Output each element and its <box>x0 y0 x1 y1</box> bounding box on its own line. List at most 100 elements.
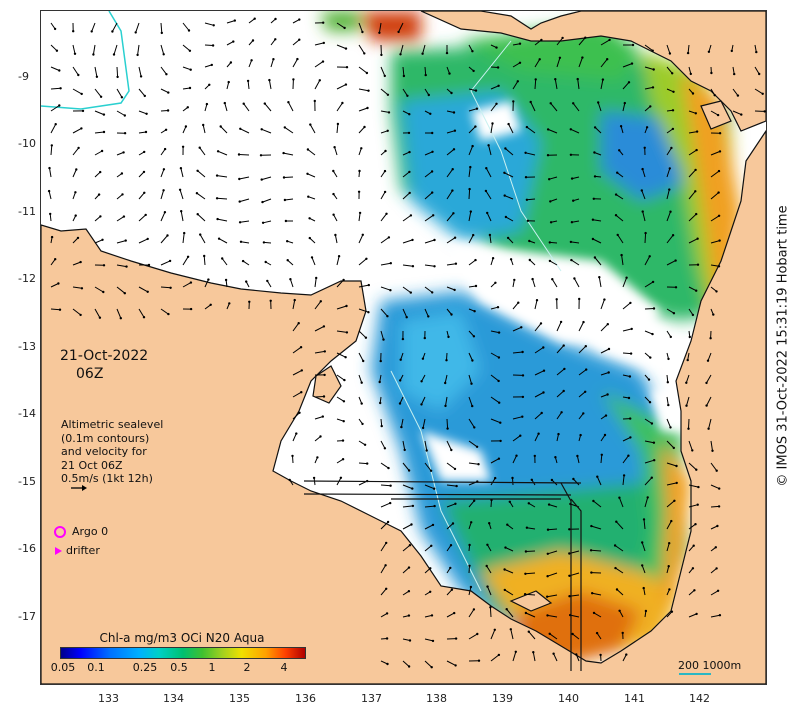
velocity-arrow <box>336 352 346 358</box>
velocity-arrow-head <box>470 382 473 385</box>
velocity-arrow <box>688 213 697 222</box>
velocity-arrow-head <box>401 337 405 341</box>
velocity-arrow-head <box>525 198 529 201</box>
velocity-arrow-head <box>630 62 634 65</box>
velocity-arrow-head <box>518 42 522 45</box>
velocity-arrow <box>91 22 96 32</box>
velocity-arrow <box>644 281 654 288</box>
velocity-arrow-head <box>695 468 698 471</box>
velocity-arrow <box>94 150 103 156</box>
velocity-arrow-head <box>409 291 412 294</box>
velocity-arrow-head <box>668 588 671 591</box>
velocity-arrow <box>754 66 760 75</box>
velocity-arrow <box>688 169 696 178</box>
velocity-arrow <box>314 80 321 90</box>
velocity-arrow-head <box>488 522 491 525</box>
velocity-arrow <box>666 147 672 156</box>
velocity-arrow <box>489 607 492 618</box>
velocity-arrow-head <box>322 41 325 45</box>
velocity-arrow-head <box>187 29 191 32</box>
velocity-arrow <box>446 212 454 222</box>
velocity-arrow-head <box>646 496 649 499</box>
velocity-arrow-head <box>313 99 316 103</box>
velocity-arrow-head <box>606 323 609 326</box>
velocity-arrow <box>72 147 79 156</box>
velocity-arrow-head <box>507 122 510 126</box>
velocity-arrow-head <box>569 128 572 131</box>
velocity-arrow <box>572 102 580 112</box>
velocity-arrow-head <box>485 564 488 568</box>
velocity-arrow-head <box>287 101 290 104</box>
velocity-arrow-head <box>539 322 543 325</box>
velocity-arrow-head <box>496 66 500 69</box>
velocity-arrow-head <box>669 335 672 339</box>
velocity-arrow-head <box>102 130 106 134</box>
velocity-arrow <box>358 88 369 92</box>
velocity-arrow <box>243 103 250 112</box>
velocity-arrow-head <box>283 198 287 202</box>
velocity-arrow-head <box>116 75 119 79</box>
velocity-arrow-head <box>653 459 656 462</box>
velocity-arrow <box>424 151 433 156</box>
velocity-arrow <box>468 462 479 465</box>
velocity-arrow-head <box>696 237 699 240</box>
velocity-arrow <box>179 189 184 200</box>
velocity-arrow-head <box>389 501 392 505</box>
velocity-arrow <box>666 440 675 449</box>
velocity-arrow-head <box>691 449 694 452</box>
velocity-arrow <box>547 572 558 577</box>
velocity-arrow <box>334 234 338 244</box>
drifter-label: drifter <box>66 544 100 557</box>
velocity-arrow <box>710 505 720 508</box>
velocity-arrow-head <box>212 24 215 27</box>
velocity-arrow <box>600 299 605 310</box>
velocity-arrow <box>556 37 563 46</box>
velocity-arrow-head <box>102 290 105 294</box>
velocity-arrow-head <box>260 128 263 131</box>
velocity-arrow-head <box>495 46 498 49</box>
velocity-arrow <box>116 110 126 116</box>
velocity-arrow <box>553 653 558 662</box>
velocity-arrow-head <box>491 122 494 125</box>
velocity-arrow <box>380 565 387 574</box>
velocity-arrow <box>570 128 580 134</box>
velocity-arrow-head <box>717 169 721 173</box>
velocity-arrow-head <box>291 454 294 458</box>
velocity-arrow <box>424 462 432 472</box>
velocity-arrow <box>446 148 455 156</box>
velocity-arrow-head <box>497 356 501 359</box>
velocity-arrow-head <box>562 344 565 347</box>
velocity-arrow-head <box>718 614 722 617</box>
velocity-arrow <box>547 528 558 531</box>
velocity-arrow-head <box>189 307 193 311</box>
velocity-arrow <box>421 396 426 405</box>
velocity-arrow-head <box>475 445 479 448</box>
velocity-arrow-head <box>444 404 447 408</box>
velocity-arrow <box>490 654 500 662</box>
velocity-arrow <box>180 211 184 222</box>
velocity-arrow-head <box>342 420 345 423</box>
velocity-arrow-head <box>389 262 392 265</box>
velocity-arrow-head <box>120 96 124 99</box>
velocity-arrow <box>336 256 340 266</box>
velocity-arrow-head <box>333 146 336 149</box>
velocity-arrow-head <box>215 174 219 177</box>
velocity-arrow <box>547 594 558 598</box>
velocity-arrow-head <box>512 100 515 103</box>
velocity-arrow-head <box>554 456 557 459</box>
velocity-arrow <box>490 306 499 310</box>
velocity-arrow-head <box>398 402 402 405</box>
velocity-arrow-head <box>506 523 509 526</box>
velocity-arrow-head <box>449 544 453 547</box>
velocity-arrow <box>490 103 497 112</box>
velocity-arrow-head <box>713 94 716 97</box>
velocity-arrow-head <box>144 213 147 217</box>
velocity-arrow <box>687 44 690 54</box>
description-line: 0.5m/s (1kt 12h) <box>61 472 153 485</box>
velocity-arrow-head <box>570 221 574 224</box>
velocity-arrow <box>593 612 602 618</box>
velocity-arrow-head <box>143 150 146 154</box>
velocity-arrow <box>196 192 206 200</box>
velocity-arrow-head <box>400 425 403 429</box>
velocity-arrow-head <box>670 519 673 523</box>
